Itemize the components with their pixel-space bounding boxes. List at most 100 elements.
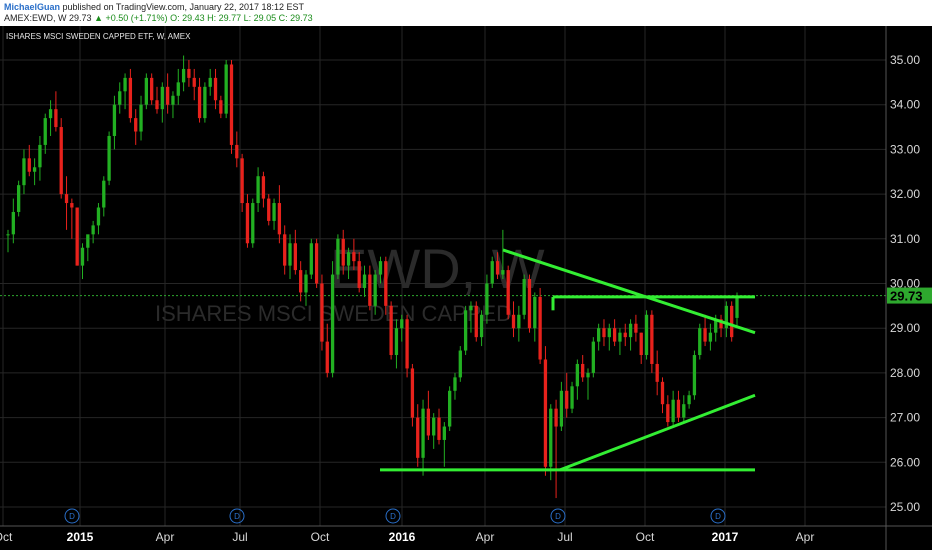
candle-body: [410, 368, 415, 418]
candle-body: [623, 332, 627, 338]
candle-body: [490, 261, 494, 284]
candle-body: [299, 270, 303, 293]
candle-body: [362, 274, 367, 288]
candle-body: [527, 279, 532, 329]
candle-body: [134, 118, 138, 132]
candle-body: [687, 395, 691, 405]
candle-body: [96, 207, 101, 226]
candle-body: [187, 68, 191, 78]
candle-body: [463, 310, 468, 351]
price-chart[interactable]: EWD, W ISHARES MSCI SWEDEN CAPPED ISHARE…: [0, 26, 932, 550]
dividend-marker-label: D: [390, 512, 396, 521]
candle-body: [682, 404, 686, 418]
trend-lines[interactable]: [380, 248, 756, 472]
candle-body: [330, 274, 335, 373]
candle-body: [735, 295, 739, 318]
candle-body: [75, 207, 79, 266]
candle-body: [341, 238, 345, 266]
dividend-marker-label: D: [69, 512, 75, 521]
candle-body: [139, 104, 143, 132]
last-price-tag-bg: [887, 287, 932, 304]
symbol-info: AMEX:EWD, W 29.73 ▲ +0.50 (+1.71%) O: 29…: [4, 13, 313, 23]
candle-body: [559, 390, 564, 427]
candle-body: [336, 238, 340, 275]
price-axis[interactable]: 25.00 26.00 27.00 28.00 29.00 30.00 31.00 32.00…: [885, 26, 920, 550]
candle-body: [197, 86, 202, 119]
time-tick-label: Oct: [636, 530, 655, 544]
dividend-marker-label: D: [234, 512, 240, 521]
time-tick-label: Jul: [232, 530, 247, 544]
price-tick-label: 25.00: [890, 500, 920, 514]
author-link[interactable]: MichaelGuan: [4, 2, 61, 12]
candle-body: [27, 158, 31, 172]
candle-body: [256, 176, 260, 204]
candle-body: [16, 185, 21, 212]
candle-body: [267, 198, 271, 221]
candle-body: [501, 270, 505, 275]
symbol-name: AMEX:EWD, W: [4, 13, 67, 23]
candle-body: [522, 279, 526, 315]
candle-body: [80, 247, 85, 266]
candle-body: [6, 234, 10, 236]
dividend-marker-icon: [229, 508, 245, 524]
candle-body: [150, 77, 154, 101]
last-price-tag-label: 29.73: [890, 289, 923, 304]
candle-body: [389, 305, 393, 356]
candle-body: [112, 104, 117, 136]
candle-body: [698, 328, 702, 356]
candle-body: [517, 314, 521, 329]
candle-body: [38, 144, 42, 168]
dividend-marker-icon: [710, 508, 726, 524]
candle-body: [64, 194, 69, 204]
candle-body: [357, 261, 361, 288]
candle-body: [565, 390, 569, 409]
candle-body: [373, 274, 377, 306]
candle-body: [208, 77, 212, 87]
trend-line-lower-triangle: [559, 393, 756, 472]
trend-line-upper-triangle: [502, 248, 756, 335]
candle-body: [400, 319, 404, 329]
candle-body: [384, 261, 388, 306]
candle-body: [554, 408, 558, 427]
candle-body: [591, 341, 595, 373]
candle-body: [59, 127, 63, 195]
candle-body: [719, 319, 723, 329]
candle-body: [650, 314, 654, 364]
candle-body: [240, 158, 244, 204]
candle-body: [32, 167, 37, 172]
candle-body: [102, 180, 106, 208]
candle-body: [320, 283, 324, 342]
price-tick-label: 30.00: [890, 277, 920, 291]
candle-body: [485, 283, 489, 315]
candle-body: [86, 234, 90, 248]
candle-body: [213, 77, 218, 101]
time-tick-label: Oct: [311, 530, 330, 544]
price-tick-label: 26.00: [890, 455, 920, 469]
dividend-marker-label: D: [715, 512, 721, 521]
candle-body: [368, 274, 372, 306]
time-tick-label: 2017: [712, 530, 739, 544]
candle-body: [506, 270, 510, 315]
candle-body: [671, 399, 675, 423]
candle-body: [586, 372, 590, 378]
time-tick-label: Apr: [476, 530, 495, 544]
candle-body: [538, 296, 542, 360]
candle-body: [155, 100, 159, 110]
dividend-marker-icon: [550, 508, 566, 524]
candle-body: [352, 252, 356, 262]
chart-title: ISHARES MSCI SWEDEN CAPPED ETF, W, AMEX: [6, 32, 191, 41]
time-tick-label: Oct: [0, 530, 13, 544]
price-tick-label: 34.00: [890, 98, 920, 112]
candle-body: [448, 390, 452, 427]
candle-body: [597, 328, 601, 342]
candle-body: [570, 386, 574, 409]
candle-body: [575, 363, 580, 387]
candle-body: [43, 118, 47, 145]
candle-body: [607, 328, 611, 338]
time-axis[interactable]: Oct 2015 Apr Jul Oct 2016 Apr Jul Oct 2017 Apr: [0, 525, 932, 544]
chart-header: MichaelGuan published on TradingView.com…: [0, 0, 932, 26]
last-price-header: 29.73: [69, 13, 92, 23]
candle-body: [612, 328, 617, 342]
publish-text: published on TradingView.com, January 22…: [62, 2, 305, 12]
watermark-symbol: EWD, W: [330, 237, 545, 300]
